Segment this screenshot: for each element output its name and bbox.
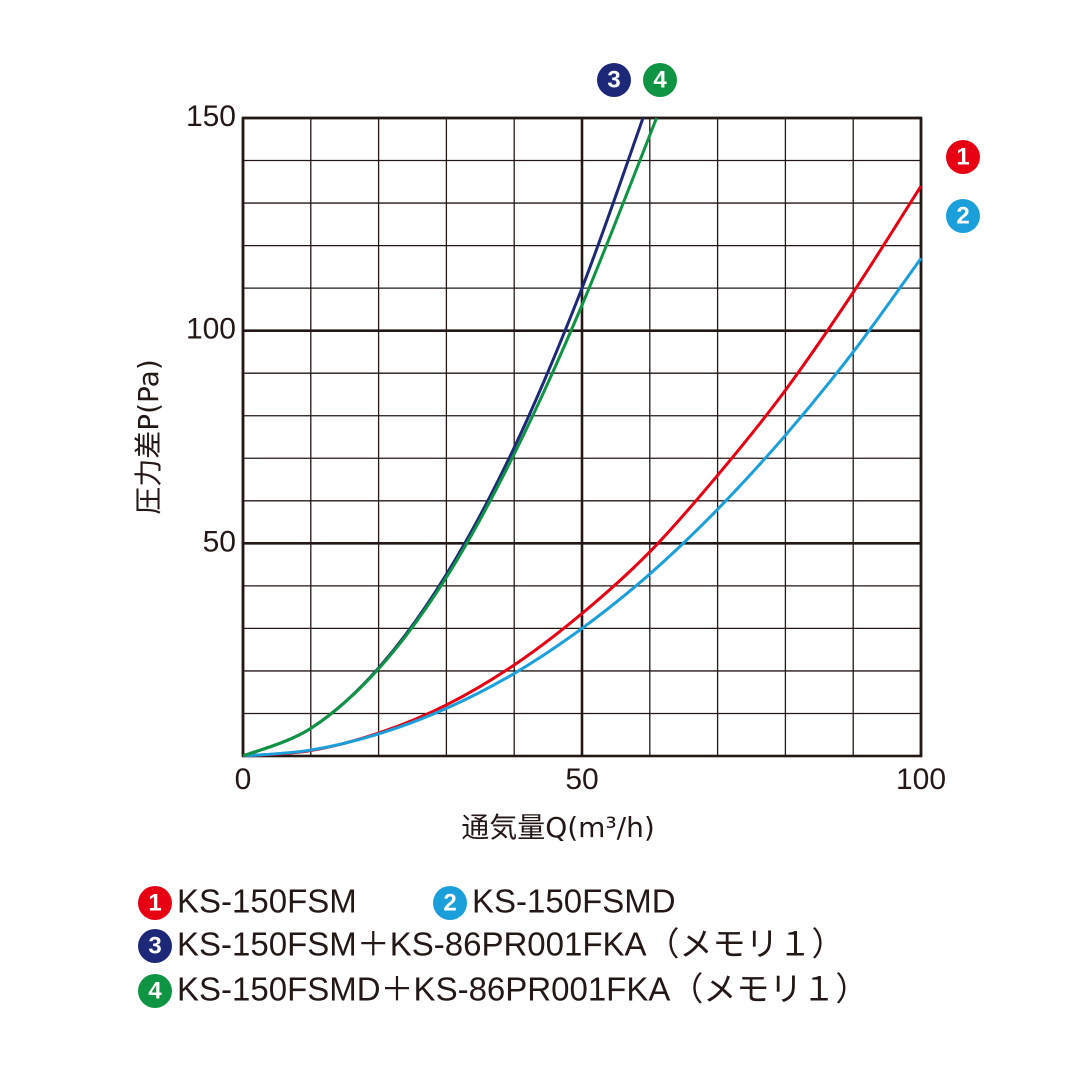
legend-marker: 2 xyxy=(443,889,456,916)
curve-label-circle xyxy=(946,199,980,233)
legend-label: KS-150FSM xyxy=(177,883,357,920)
curve-label: 2 xyxy=(956,202,969,229)
x-tick-label: 0 xyxy=(235,763,252,796)
curve-label: 4 xyxy=(653,66,667,93)
curve-label-circle xyxy=(946,140,980,174)
legend-label: KS-150FSMD＋KS-86PR001FKA（メモリ１） xyxy=(177,971,868,1008)
series-line xyxy=(242,117,658,758)
series-line xyxy=(242,257,923,758)
legend-label: KS-150FSM＋KS-86PR001FKA（メモリ１） xyxy=(177,926,845,963)
legend-marker-circle xyxy=(138,886,172,920)
legend-marker: 1 xyxy=(148,889,161,916)
y-tick-label: 50 xyxy=(203,525,236,558)
x-tick-label: 100 xyxy=(896,763,946,796)
legend-marker: 3 xyxy=(148,932,161,959)
legend-marker-circle xyxy=(138,929,172,963)
y-axis-title: 圧力差P(Pa) xyxy=(132,359,165,515)
x-tick-label: 50 xyxy=(565,763,598,796)
curve-label-circle xyxy=(597,63,631,97)
legend-marker-circle xyxy=(138,974,172,1008)
legend-marker: 4 xyxy=(148,977,162,1004)
curve-label: 3 xyxy=(607,66,620,93)
x-axis-title: 通気量Q(m³/h) xyxy=(461,811,655,844)
y-tick-label: 100 xyxy=(186,313,236,346)
curve-label: 1 xyxy=(956,143,969,170)
plot-frame xyxy=(241,116,923,758)
legend-marker-circle xyxy=(433,886,467,920)
y-tick-label: 150 xyxy=(186,100,236,133)
curve-label-circle xyxy=(643,63,677,97)
legend-label: KS-150FSMD xyxy=(472,883,676,920)
